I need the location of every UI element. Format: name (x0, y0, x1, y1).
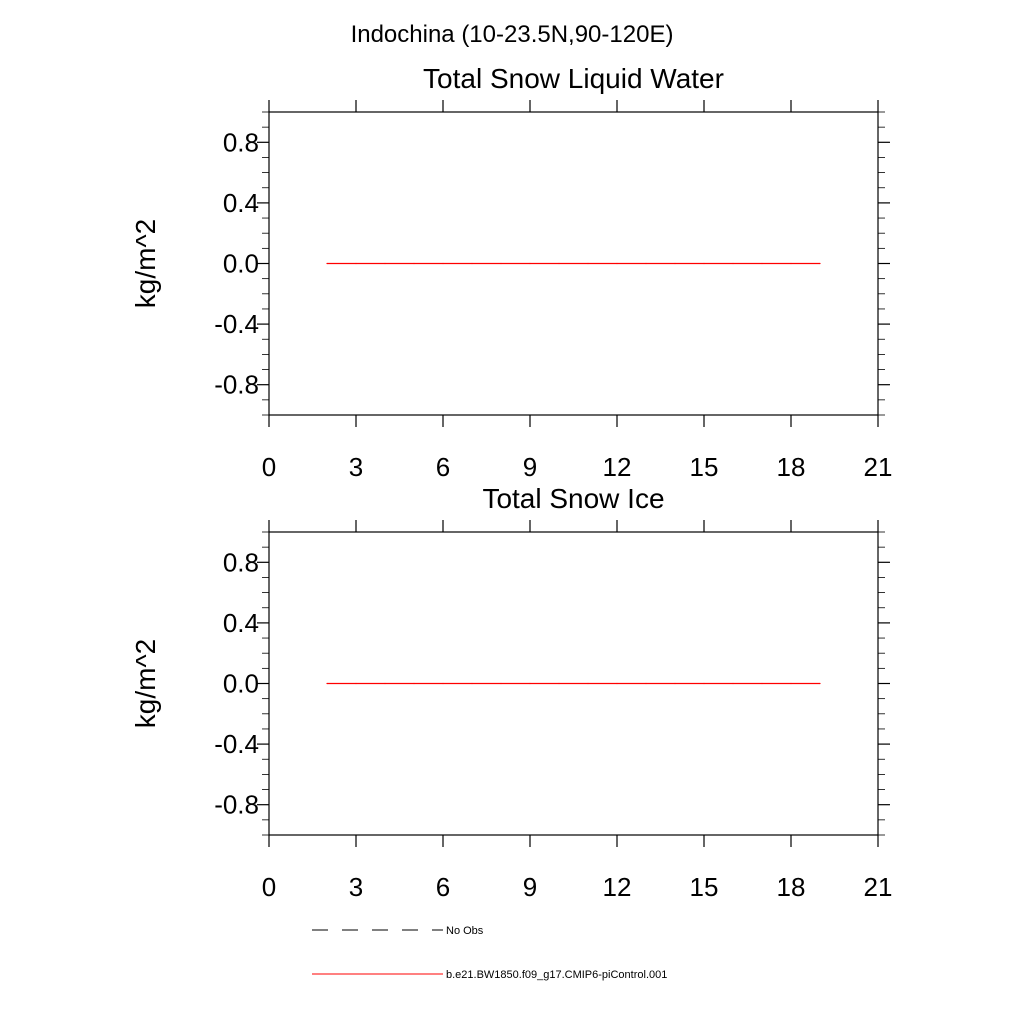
figure-title: Indochina (10-23.5N,90-120E) (351, 21, 674, 48)
legend-label: b.e21.BW1850.f09_g17.CMIP6-piControl.001 (446, 969, 667, 981)
y-axis-label: kg/m^2 (130, 639, 161, 728)
x-tick-label: 12 (603, 452, 632, 482)
data-point (761, 682, 763, 685)
x-tick-label: 0 (262, 872, 276, 902)
x-tick-label: 3 (349, 872, 363, 902)
data-point (442, 682, 444, 685)
data-point (761, 262, 763, 265)
x-tick-label: 21 (864, 872, 893, 902)
data-point (384, 262, 386, 265)
data-point (326, 262, 328, 265)
data-point (819, 682, 821, 685)
x-tick-label: 15 (690, 872, 719, 902)
data-point (442, 262, 444, 265)
data-point (703, 262, 705, 265)
data-point (790, 682, 792, 685)
data-point (558, 682, 560, 685)
data-point (645, 682, 647, 685)
y-tick-label: 0.8 (223, 547, 259, 577)
data-point (587, 682, 589, 685)
data-point (326, 682, 328, 685)
legend: No Obs b.e21.BW1850.f09_g17.CMIP6-piContr… (312, 925, 667, 981)
y-tick-label: -0.8 (214, 370, 259, 400)
y-tick-label: 0.0 (223, 669, 259, 699)
y-axis-label: kg/m^2 (130, 219, 161, 308)
x-tick-label: 21 (864, 452, 893, 482)
y-tick-label: -0.8 (214, 790, 259, 820)
data-point (529, 682, 531, 685)
x-tick-label: 3 (349, 452, 363, 482)
x-tick-label: 18 (777, 872, 806, 902)
x-tick-label: 18 (777, 452, 806, 482)
data-point (587, 262, 589, 265)
x-tick-label: 6 (436, 872, 450, 902)
data-point (529, 262, 531, 265)
data-point (471, 682, 473, 685)
data-point (355, 682, 357, 685)
y-tick-label: 0.8 (223, 127, 259, 157)
data-point (616, 262, 618, 265)
x-tick-label: 15 (690, 452, 719, 482)
data-point (413, 682, 415, 685)
chart-title: Total Snow Ice (482, 483, 664, 514)
data-point (645, 262, 647, 265)
data-point (500, 682, 502, 685)
y-tick-label: 0.4 (223, 188, 259, 218)
data-point (616, 682, 618, 685)
data-point (819, 262, 821, 265)
data-point (355, 262, 357, 265)
y-tick-label: 0.0 (223, 249, 259, 279)
data-point (500, 262, 502, 265)
legend-label: No Obs (446, 925, 484, 937)
chart-panel-1: Total Snow Liquid Water 0 3 6 9 12 15 18 21 0.8 0.… (130, 63, 892, 482)
data-point (413, 262, 415, 265)
x-tick-label: 6 (436, 452, 450, 482)
data-point (471, 262, 473, 265)
data-point (732, 262, 734, 265)
data-point (674, 262, 676, 265)
x-tick-label: 12 (603, 872, 632, 902)
data-point (790, 262, 792, 265)
x-tick-label: 9 (523, 872, 537, 902)
data-point (558, 262, 560, 265)
y-tick-label: -0.4 (214, 309, 259, 339)
data-point (384, 682, 386, 685)
data-point (674, 682, 676, 685)
data-point (732, 682, 734, 685)
x-tick-label: 0 (262, 452, 276, 482)
chart-title: Total Snow Liquid Water (423, 63, 724, 94)
x-tick-label: 9 (523, 452, 537, 482)
y-tick-label: -0.4 (214, 729, 259, 759)
chart-panel-2: Total Snow Ice 0 3 6 9 12 15 18 21 0.8 0.4 0.0 -0.4 -… (130, 483, 892, 902)
data-point (703, 682, 705, 685)
y-tick-label: 0.4 (223, 608, 259, 638)
